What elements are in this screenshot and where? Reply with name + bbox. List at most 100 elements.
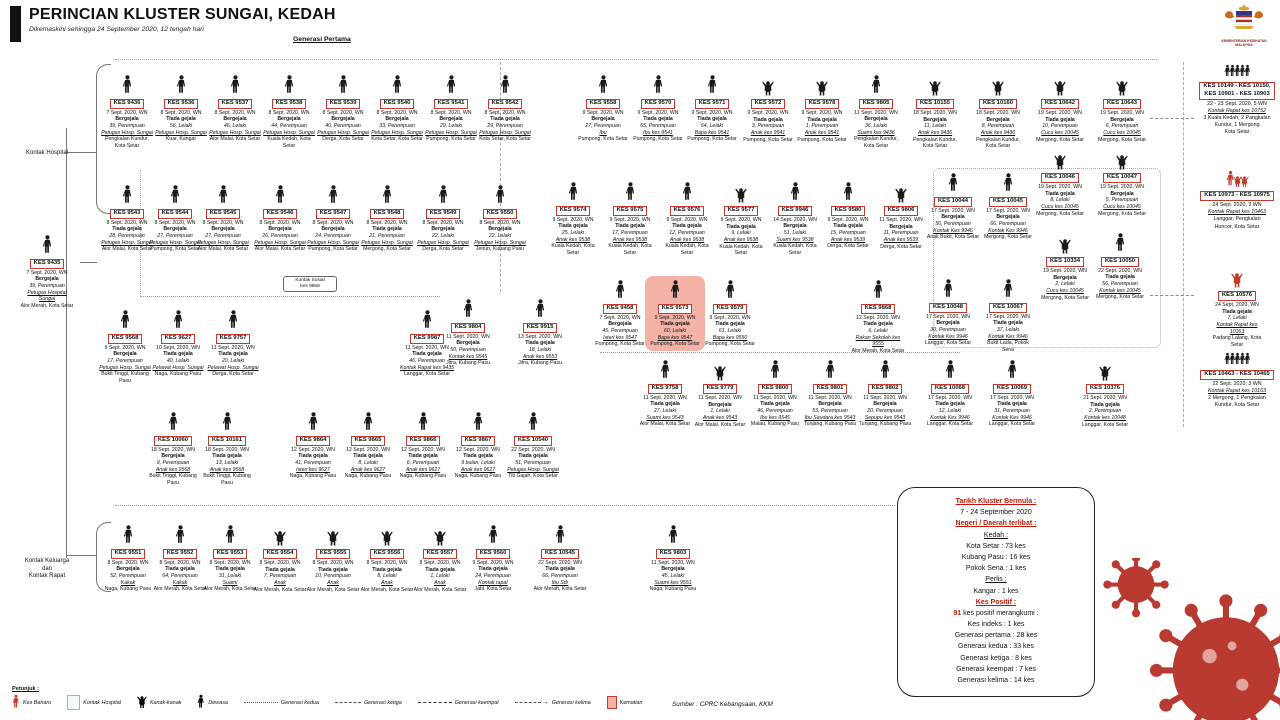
case-location: Kuala Kedah, Kota Setar (608, 243, 652, 256)
case-relation: Petugas Hosp. Sungai (101, 239, 153, 246)
case-node-kes-10643: KES 10643 19 Sept. 2020, WN Bergejala 6, Pe… (1095, 81, 1149, 143)
legend-label: Kes Baharu (23, 699, 52, 706)
case-relation: Kontak Rapat kes 10163 (1216, 322, 1258, 335)
case-id-badge: KES 10376 (1085, 384, 1125, 395)
legend-label: Generasi kedua (280, 699, 319, 706)
case-relation: Ibu Sdr (551, 579, 569, 586)
case-relation: Petugas Hosp. Sungai (149, 239, 201, 246)
case-status: Tiada gejala (215, 566, 245, 573)
case-date: 22 Sept. 2020, WN (538, 559, 582, 566)
adult-person-icon (943, 279, 952, 297)
case-location: Pumpong, Kota Setar (705, 341, 755, 348)
case-age-gender: 40, Perempuan (325, 122, 361, 129)
case-node-kes-9560: KES 9560 9 Sept. 2020, WN Tiada gejala 24, … (466, 524, 520, 593)
case-id-badge: KES 9800 (757, 383, 793, 394)
case-location: Mergong, Kota Setar (984, 234, 1032, 241)
case-age-gender: 25, Lelaki (561, 229, 585, 236)
connector-line (115, 505, 895, 506)
case-location: Mergong, Kota Setar (1098, 136, 1146, 143)
case-relation: Anak (274, 580, 286, 587)
case-id-badge: KES 10545 (540, 548, 580, 559)
case-node-kes-10642: KES 10642 19 Sept. 2020, WN Tiada gejala 10… (1033, 81, 1087, 143)
case-node-kes-9804: KES 9804 11 Sept. 2020, WN Bergejala 50, Pe… (441, 298, 495, 367)
case-node-kes-9546: KES 9546 8 Sept. 2020, WN Bergejala 26, Per… (253, 184, 307, 253)
case-date: 11 Sept. 2020, WN (863, 394, 907, 401)
case-date: 12 Sept. 2020, WN (856, 314, 900, 321)
case-group-box-kes-10149-kes-10150-: KES 10149 - KES 10150, KES 10901 - KES 10… (1193, 64, 1280, 136)
child-person-icon (1116, 155, 1128, 170)
case-date: 19 Sept. 2020, WN (1038, 184, 1082, 191)
case-status: Bergejala (708, 401, 732, 408)
child-icon (137, 695, 147, 710)
case-location: Derga, Kota Setar (422, 246, 464, 253)
case-status: Tiada gejala (1045, 116, 1075, 123)
child-person-icon (1231, 273, 1243, 288)
case-date: 8 Sept. 2020, WN (214, 109, 256, 116)
case-id-badge: KES 9458 (602, 303, 638, 314)
case-age-gender: 20, Perempuan (867, 407, 903, 414)
connector-line (80, 262, 97, 263)
family-group-icon (1193, 170, 1280, 190)
case-id-badge: KES 9915 (522, 322, 558, 333)
case-status: Tiada gejala (298, 453, 328, 460)
moh-logo-caption-line1: KEMENTERIAN KESIHATAN (1221, 39, 1267, 43)
case-id-badge: KES 9803 (655, 548, 691, 559)
case-node-kes-9543: KES 9543 8 Sept. 2020, WN Tiada gejala 28, … (100, 184, 154, 253)
case-location: Mergong, Kota Setar (363, 246, 411, 253)
case-node-kes-10069: KES 10069 17 Sept. 2020, WN Tiada gejala 31… (985, 359, 1039, 428)
connector-line (66, 152, 96, 153)
case-status: Tiada gejala (863, 321, 893, 328)
case-relation: Anak kes 9538 (612, 236, 648, 243)
case-id-badge: KES 9551 (110, 548, 146, 559)
case-node-kes-9550: KES 9550 8 Sept. 2020, WN Bergejala 22, Lel… (473, 184, 527, 253)
case-age-gender: 10, Perempuan (315, 573, 351, 580)
case-id-badge: KES 10540 (513, 435, 553, 446)
legend-item-generasi-kedua: Generasi kedua (243, 699, 319, 706)
case-id-badge: KES 10060 (153, 435, 193, 446)
case-status: Bergejala (211, 226, 235, 233)
legend-label: Kanak-kanak (149, 699, 182, 706)
summary-area-title: Negeri / Daerah terlibat : (955, 520, 1037, 528)
adult-person-icon (871, 75, 880, 93)
case-status: Bergejala (1110, 190, 1134, 197)
adult-person-icon (122, 75, 131, 93)
child-person-icon (434, 531, 446, 546)
case-node-kes-9435: KES 9435 7 Sept. 2020, WN Bergejala 39, Per… (20, 234, 74, 310)
case-location: Alor Merah, Kota Setar (413, 586, 467, 593)
case-status: Tiada gejala (318, 566, 348, 573)
case-location: Kuala Kedah, Kota Setar (665, 243, 709, 256)
case-status: Tiada gejala (408, 453, 438, 460)
case-location: Alor Merah, Kota Setar (153, 586, 207, 593)
case-location: Jitra, Kubang Pasu (518, 360, 562, 367)
case-node-kes-9436: KES 9436 7 Sept. 2020, WN Bergejala 39, Per… (100, 74, 154, 150)
case-relation: Rakan Sekolah kes 9555 (855, 334, 901, 348)
legend-label: Generasi kelima (551, 699, 591, 706)
case-relation: Kontak rapat (478, 579, 508, 586)
summary-positif-title: Kes Positif : (975, 598, 1017, 606)
case-node-kes-9542: KES 9542 8 Sept. 2020, WN Tiada gejala 29, … (478, 74, 532, 143)
case-status: Bergejala (456, 340, 480, 347)
case-status: Bergejala (321, 226, 345, 233)
case-status: Tiada gejala (545, 566, 575, 573)
case-id-badge: KES 9572 (750, 99, 786, 110)
case-age-gender: 44, Perempuan (271, 122, 307, 129)
case-age-gender: 5, Perempuan (1105, 197, 1139, 204)
adult-person-icon (1243, 64, 1250, 76)
case-location: Alor Merah, Kota Setar (851, 347, 905, 354)
summary-positif-line: Kes indeks : 1 kes (967, 621, 1025, 629)
person-red-icon (12, 694, 20, 711)
case-node-kes-9800: KES 9800 11 Sept. 2020, WN Tiada gejala 46,… (748, 359, 802, 428)
case-date: 17 Sept. 2020, WN (926, 313, 970, 320)
case-age-gender: 56, Lelaki (169, 122, 193, 129)
adult-person-icon (653, 75, 662, 93)
case-relation: Petugas Hospital Sungai (27, 289, 67, 303)
case-node-kes-9538: KES 9538 8 Sept. 2020, WN Bergejala 44, Per… (262, 74, 316, 150)
adult-person-icon (284, 75, 293, 93)
case-age-gender: 6, Perempuan (406, 459, 440, 466)
case-relation: Suami kes 9436 (857, 129, 895, 136)
case-date: 22 Sept. 2020, WN (511, 446, 555, 453)
case-id-badge: KES 9571 (694, 98, 730, 109)
case-group-box-kes-10463-kes-10465: KES 10463 - KES 10465 22 Sept. 2020, 3 WN… (1193, 352, 1280, 409)
case-status: Bergejala (996, 214, 1020, 221)
case-date: 9 Sept. 2020, WN (691, 109, 733, 116)
